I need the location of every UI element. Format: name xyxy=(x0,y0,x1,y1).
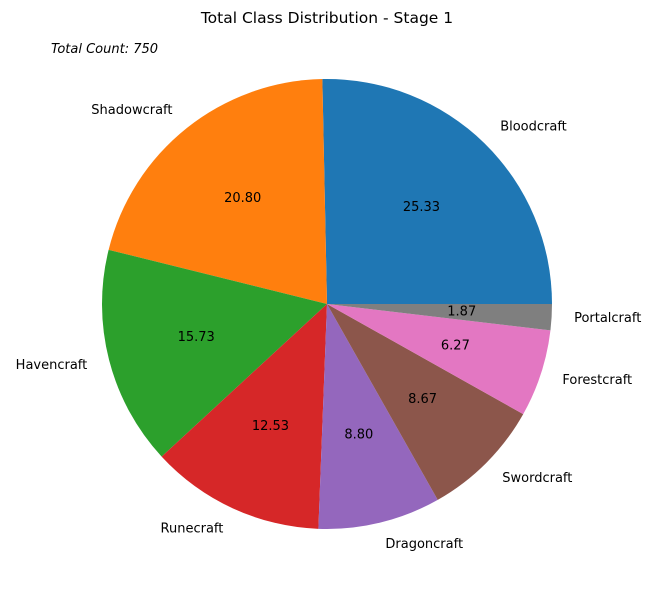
slice-value-portalcraft: 1.87 xyxy=(447,304,476,319)
pie-slice-bloodcraft xyxy=(322,79,552,304)
slice-value-havencraft: 15.73 xyxy=(178,330,215,345)
slice-label-runecraft: Runecraft xyxy=(161,521,224,536)
slice-value-runecraft: 12.53 xyxy=(252,419,289,434)
slice-label-shadowcraft: Shadowcraft xyxy=(91,103,172,118)
slice-label-bloodcraft: Bloodcraft xyxy=(500,120,567,135)
total-count-annotation: Total Count: 750 xyxy=(51,42,158,57)
slice-label-swordcraft: Swordcraft xyxy=(502,471,572,486)
pie-slice-shadowcraft xyxy=(108,79,328,304)
slice-value-forestcraft: 6.27 xyxy=(441,338,470,353)
pie-slice-portalcraft xyxy=(327,304,552,331)
slice-label-havencraft: Havencraft xyxy=(16,358,88,373)
slice-value-swordcraft: 8.67 xyxy=(408,392,437,407)
slice-label-portalcraft: Portalcraft xyxy=(574,311,641,326)
slice-value-dragoncraft: 8.80 xyxy=(344,428,373,443)
slice-value-shadowcraft: 20.80 xyxy=(224,191,261,206)
pie-slices xyxy=(102,79,552,529)
pie-slice-havencraft xyxy=(102,249,328,457)
slice-value-bloodcraft: 25.33 xyxy=(403,200,440,215)
pie-slice-swordcraft xyxy=(327,304,524,500)
pie-slice-forestcraft xyxy=(327,304,551,415)
pie-slice-runecraft xyxy=(161,304,327,529)
slice-label-dragoncraft: Dragoncraft xyxy=(385,537,463,552)
chart-title: Total Class Distribution - Stage 1 xyxy=(200,9,453,27)
pie-labels: Bloodcraft 25.33 Shadowcraft 20.80 Havencraf… xyxy=(16,103,642,552)
slice-label-forestcraft: Forestcraft xyxy=(562,373,632,388)
pie-slice-dragoncraft xyxy=(318,304,438,529)
